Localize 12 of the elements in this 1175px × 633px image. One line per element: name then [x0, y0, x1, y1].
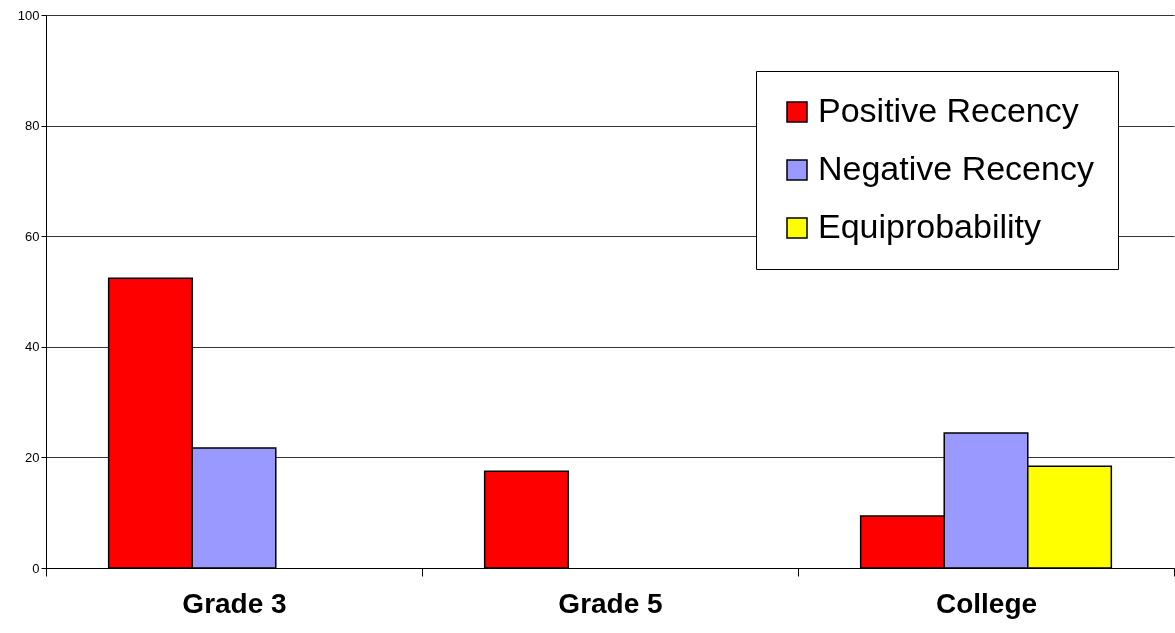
y-tick-label: 40 [25, 339, 40, 355]
legend-label: Positive Recency [818, 91, 1079, 129]
legend-label: Negative Recency [818, 149, 1094, 187]
y-tick-label: 100 [17, 7, 40, 23]
y-tick-label: 20 [25, 449, 40, 465]
x-tick-label: Grade 5 [558, 587, 663, 619]
y-tick-label: 80 [25, 118, 40, 134]
legend-label: Equiprobability [818, 207, 1042, 245]
x-tick-label: Grade 3 [182, 587, 287, 619]
x-tick-label: College [935, 587, 1038, 619]
y-tick-label: 60 [25, 228, 40, 244]
y-tick-label: 0 [32, 560, 40, 576]
